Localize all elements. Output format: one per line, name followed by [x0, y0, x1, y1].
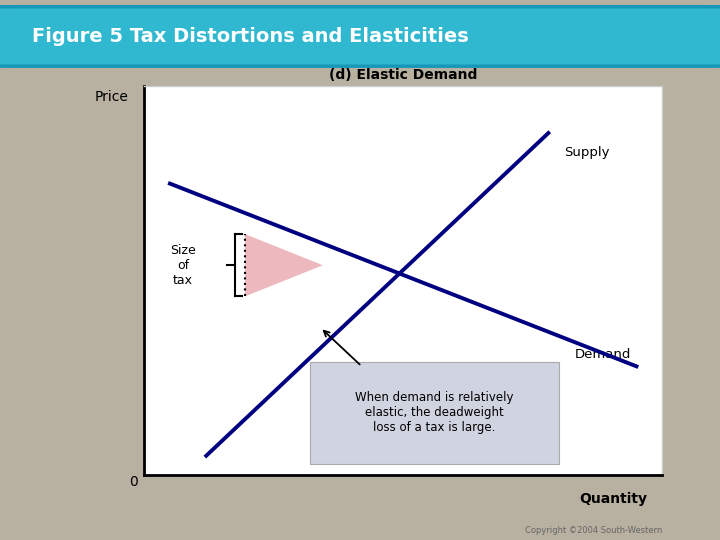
FancyBboxPatch shape: [0, 6, 720, 66]
Text: Demand: Demand: [575, 348, 631, 361]
Text: Price: Price: [94, 90, 129, 104]
Text: Size
of
tax: Size of tax: [170, 244, 196, 287]
Polygon shape: [245, 234, 323, 296]
Text: 0: 0: [129, 475, 138, 489]
Text: Figure 5 Tax Distortions and Elasticities: Figure 5 Tax Distortions and Elasticitie…: [32, 27, 469, 46]
Text: When demand is relatively
elastic, the deadweight
loss of a tax is large.: When demand is relatively elastic, the d…: [355, 392, 513, 435]
Text: Copyright ©2004 South-Western: Copyright ©2004 South-Western: [525, 525, 662, 535]
Text: Quantity: Quantity: [579, 491, 647, 505]
Text: Supply: Supply: [564, 146, 609, 159]
FancyBboxPatch shape: [310, 362, 559, 463]
Text: (d) Elastic Demand: (d) Elastic Demand: [329, 68, 477, 82]
